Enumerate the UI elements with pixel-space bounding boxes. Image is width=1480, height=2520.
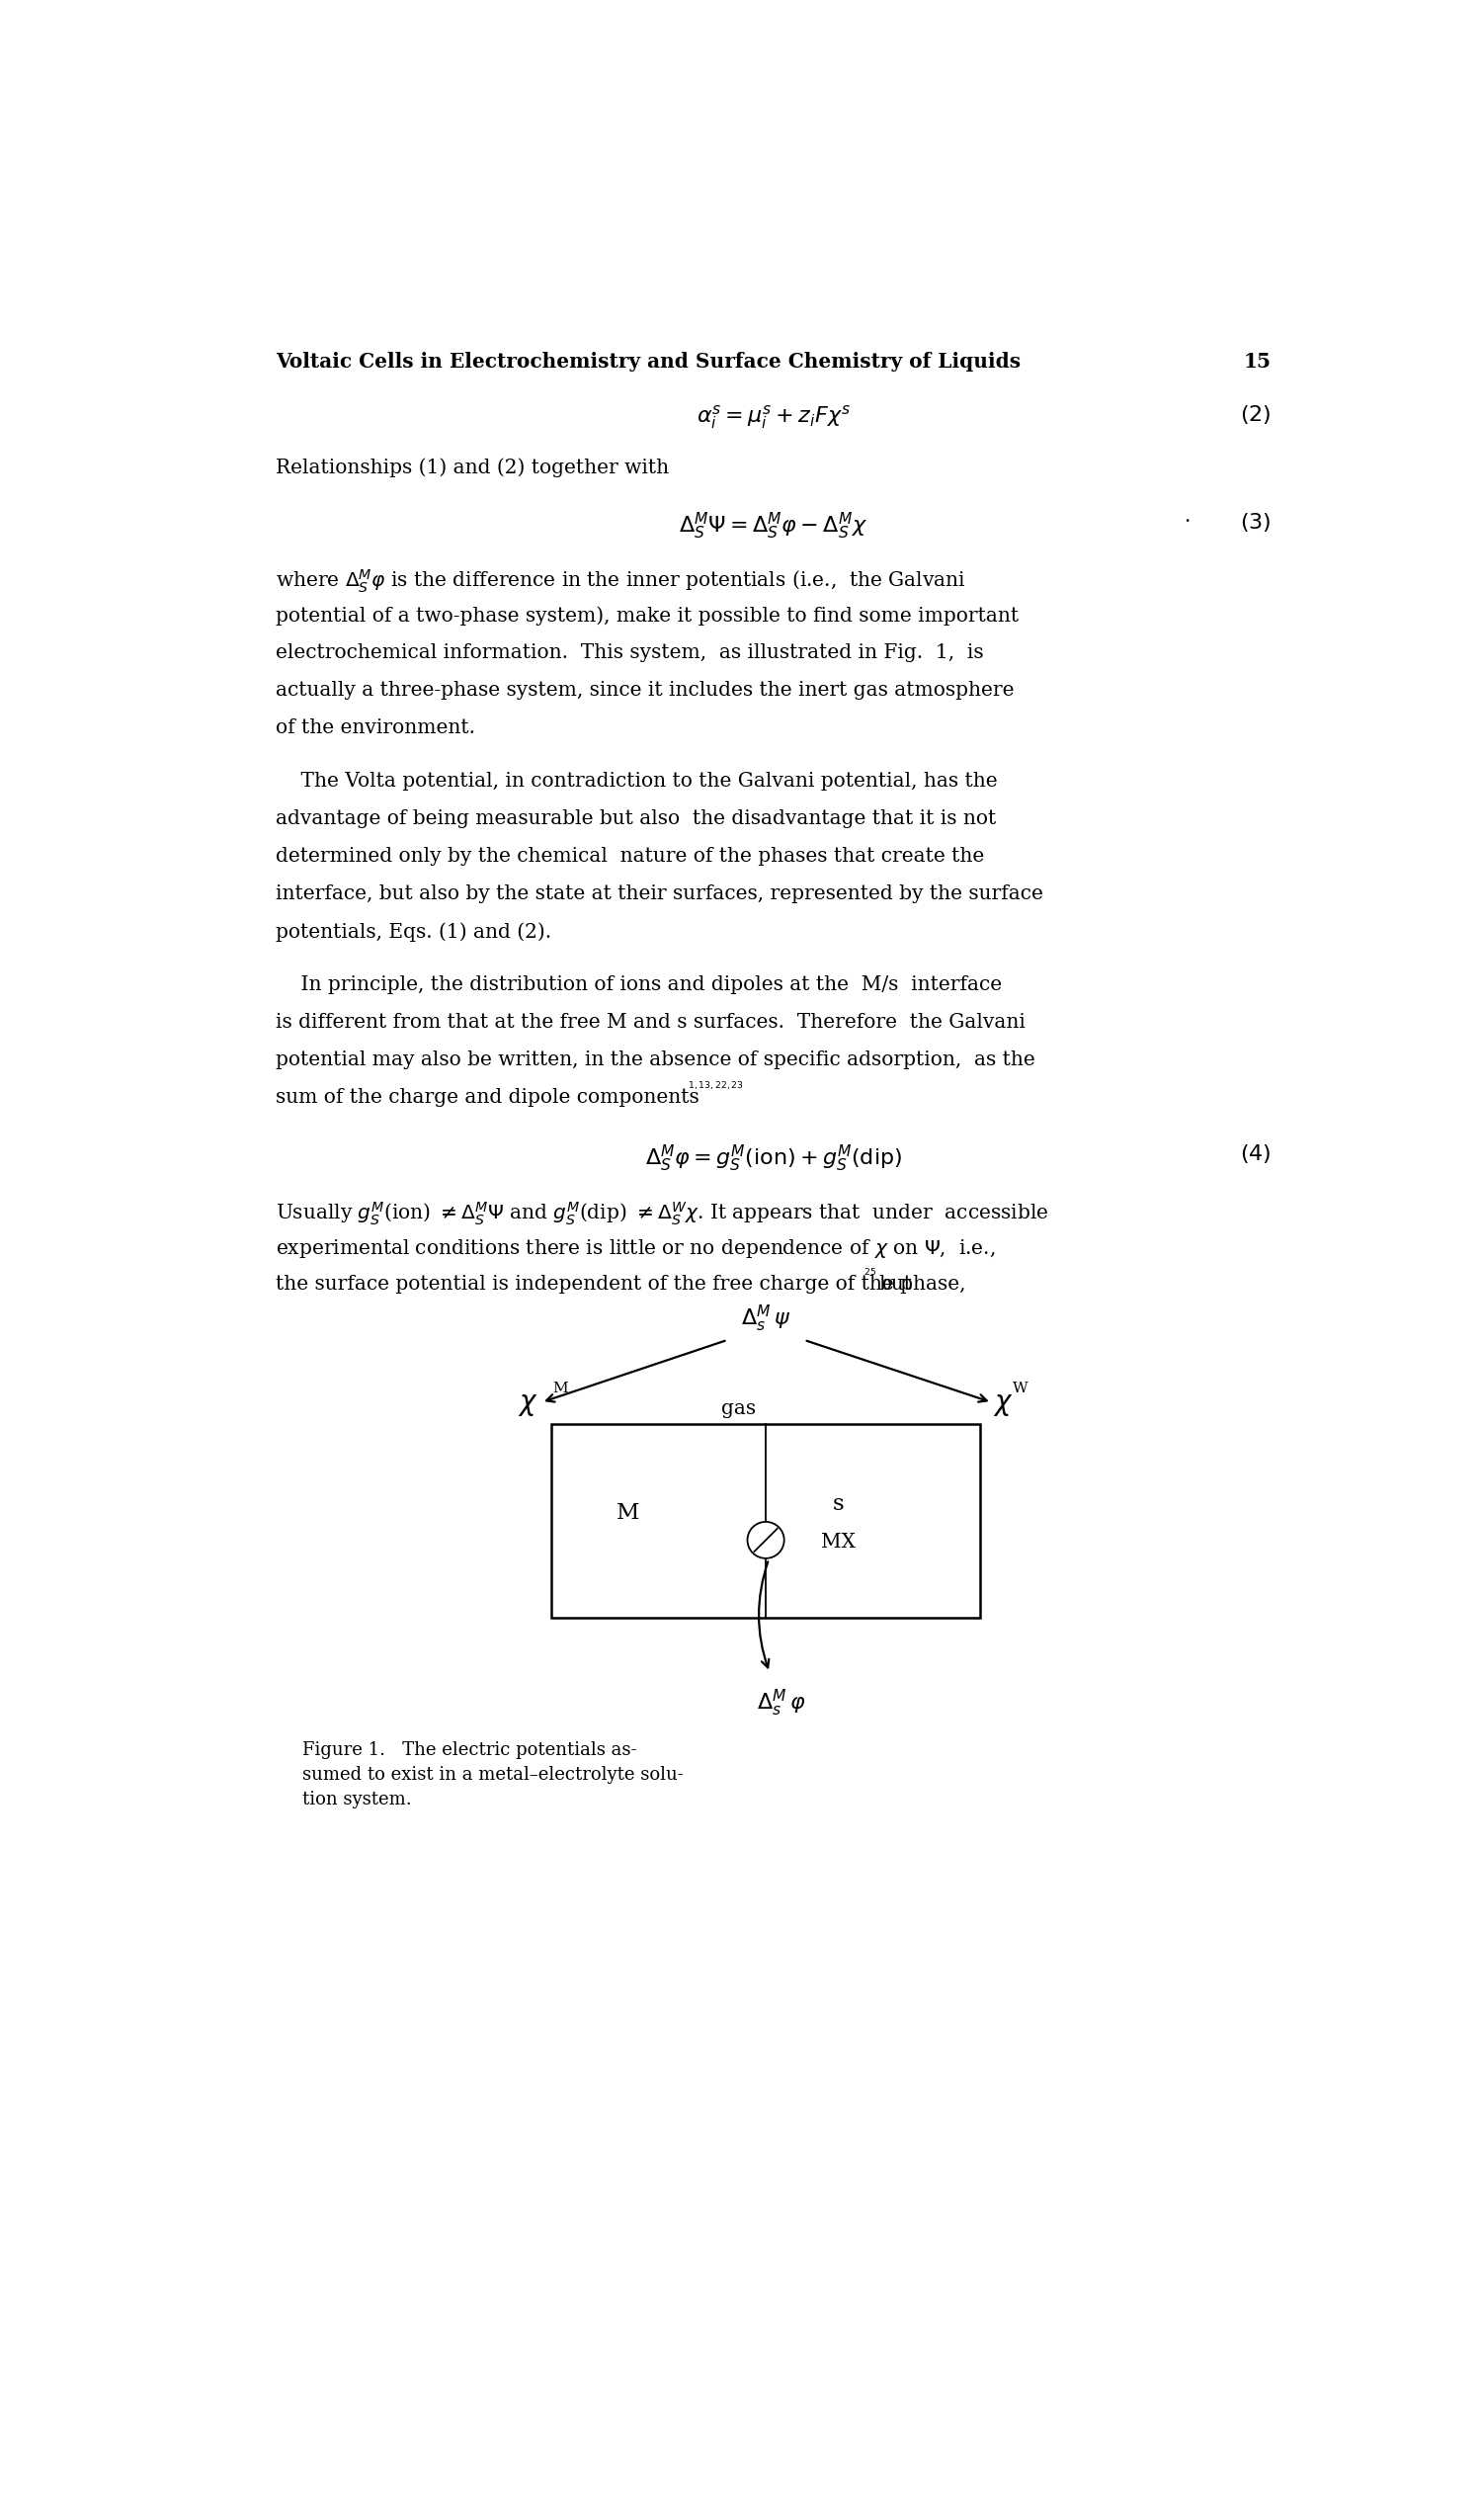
- Text: $(3)$: $(3)$: [1240, 512, 1271, 534]
- Text: actually a three-phase system, since it includes the inert gas atmosphere: actually a three-phase system, since it …: [275, 680, 1014, 701]
- Text: $^{1,13,22,23}$: $^{1,13,22,23}$: [687, 1081, 743, 1094]
- Text: $\Delta_s^M\,\psi$: $\Delta_s^M\,\psi$: [741, 1303, 790, 1333]
- Text: MX: MX: [821, 1532, 855, 1552]
- Text: potential may also be written, in the absence of specific adsorption,  as the: potential may also be written, in the ab…: [275, 1051, 1035, 1068]
- Text: $^{25}$: $^{25}$: [863, 1268, 876, 1280]
- Text: .: .: [1184, 507, 1190, 527]
- Circle shape: [747, 1522, 784, 1557]
- Text: $(4)$: $(4)$: [1240, 1144, 1271, 1167]
- Bar: [552, 1424, 980, 1618]
- Text: W: W: [1014, 1381, 1029, 1396]
- Text: M: M: [616, 1502, 639, 1525]
- Text: s: s: [833, 1492, 844, 1515]
- Text: determined only by the chemical  nature of the phases that create the: determined only by the chemical nature o…: [275, 847, 984, 867]
- Text: potential of a two-phase system), make it possible to find some important: potential of a two-phase system), make i…: [275, 605, 1018, 625]
- Text: $\Delta_s^M\,\varphi$: $\Delta_s^M\,\varphi$: [756, 1688, 805, 1719]
- Text: advantage of being measurable but also  the disadvantage that it is not: advantage of being measurable but also t…: [275, 809, 996, 829]
- Text: Relationships (1) and (2) together with: Relationships (1) and (2) together with: [275, 459, 669, 476]
- Text: M: M: [552, 1381, 568, 1396]
- Text: potentials, Eqs. (1) and (2).: potentials, Eqs. (1) and (2).: [275, 922, 551, 942]
- Text: The Volta potential, in contradiction to the Galvani potential, has the: The Volta potential, in contradiction to…: [275, 771, 998, 791]
- Text: where $\Delta_S^M \varphi$ is the difference in the inner potentials (i.e.,  the: where $\Delta_S^M \varphi$ is the differ…: [275, 567, 965, 595]
- Text: 15: 15: [1243, 353, 1271, 370]
- Text: $(2)$: $(2)$: [1240, 403, 1271, 426]
- Text: is different from that at the free M and s surfaces.  Therefore  the Galvani: is different from that at the free M and…: [275, 1013, 1026, 1031]
- Text: gas: gas: [722, 1399, 756, 1419]
- Text: electrochemical information.  This system,  as illustrated in Fig.  1,  is: electrochemical information. This system…: [275, 643, 983, 663]
- Text: Voltaic Cells in Electrochemistry and Surface Chemistry of Liquids: Voltaic Cells in Electrochemistry and Su…: [275, 353, 1020, 370]
- Text: sum of the charge and dipole components: sum of the charge and dipole components: [275, 1089, 699, 1106]
- Text: $\alpha_i^s = \mu_i^s + z_i F \chi^s$: $\alpha_i^s = \mu_i^s + z_i F \chi^s$: [696, 403, 851, 431]
- Text: Figure 1.   The electric potentials as-
sumed to exist in a metal–electrolyte so: Figure 1. The electric potentials as- su…: [302, 1741, 684, 1809]
- Text: $\chi$: $\chi$: [518, 1391, 539, 1419]
- Text: In principle, the distribution of ions and dipoles at the  M/s  interface: In principle, the distribution of ions a…: [275, 975, 1002, 993]
- Text: of the environment.: of the environment.: [275, 718, 475, 738]
- Text: but: but: [879, 1275, 912, 1295]
- Text: $\Delta_S^M \varphi = g_S^M\mathrm{(ion)} + g_S^M\mathrm{(dip)}$: $\Delta_S^M \varphi = g_S^M\mathrm{(ion)…: [645, 1144, 901, 1174]
- Text: $\Delta_S^M \Psi = \Delta_S^M \varphi - \Delta_S^M \chi$: $\Delta_S^M \Psi = \Delta_S^M \varphi - …: [679, 512, 867, 542]
- Text: $\chi$: $\chi$: [993, 1391, 1014, 1419]
- Text: interface, but also by the state at their surfaces, represented by the surface: interface, but also by the state at thei…: [275, 885, 1043, 902]
- Text: the surface potential is independent of the free charge of the phase,: the surface potential is independent of …: [275, 1275, 965, 1295]
- Text: experimental conditions there is little or no dependence of $\chi$ on $\Psi$,  i: experimental conditions there is little …: [275, 1237, 995, 1260]
- Text: Usually $g_S^M$(ion) $\neq\Delta_S^M\Psi$ and $g_S^M$(dip) $\neq\Delta_S^W\chi$.: Usually $g_S^M$(ion) $\neq\Delta_S^M\Psi…: [275, 1200, 1048, 1227]
